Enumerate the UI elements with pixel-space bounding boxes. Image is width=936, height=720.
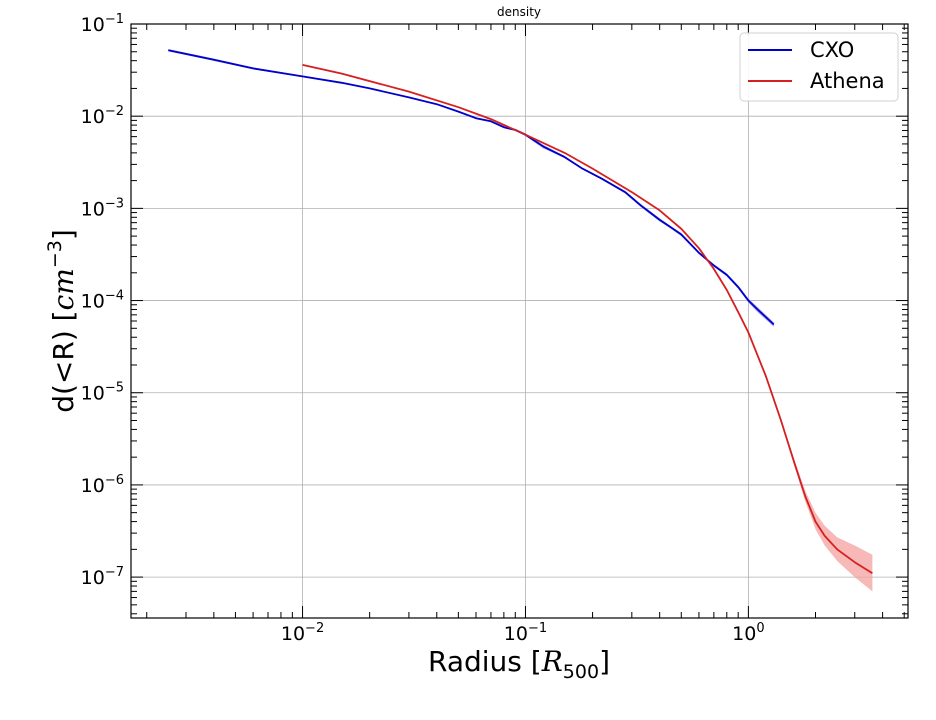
tick-labels: 10−2 10−1 100 10−7 10−6 10−5 10−4 10−3 10−2 10−1 <box>81 12 765 645</box>
legend-label-athena: Athena <box>810 69 885 93</box>
x-tick-label-1: 10−1 <box>504 621 547 645</box>
y-tick-label-2: 10−5 <box>81 381 124 405</box>
axis-ticks <box>131 23 908 618</box>
y-tick-label-0: 10−7 <box>81 565 124 589</box>
y-tick-label-5: 10−2 <box>81 104 124 128</box>
series-line-cxo <box>168 49 775 326</box>
series-line-athena <box>302 64 873 575</box>
chart-title: density <box>497 5 541 19</box>
y-tick-label-1: 10−6 <box>81 473 124 497</box>
uncertainty-bands <box>168 49 873 592</box>
y-tick-label-4: 10−3 <box>81 196 124 220</box>
y-axis-label: d(<R) [cm−3] <box>44 229 80 413</box>
legend: CXO Athena <box>739 32 899 102</box>
series-lines <box>168 49 873 575</box>
x-tick-label-2: 100 <box>732 621 764 645</box>
series-band-cxo <box>168 49 774 327</box>
series-band-athena <box>302 64 873 592</box>
grid <box>131 23 908 618</box>
x-axis-label: Radius [R500] <box>428 645 610 683</box>
legend-label-cxo: CXO <box>810 38 854 62</box>
x-tick-label-0: 10−2 <box>281 621 324 645</box>
plot-frame <box>130 23 909 619</box>
y-tick-label-6: 10−1 <box>81 12 124 36</box>
y-tick-label-3: 10−4 <box>81 289 124 313</box>
